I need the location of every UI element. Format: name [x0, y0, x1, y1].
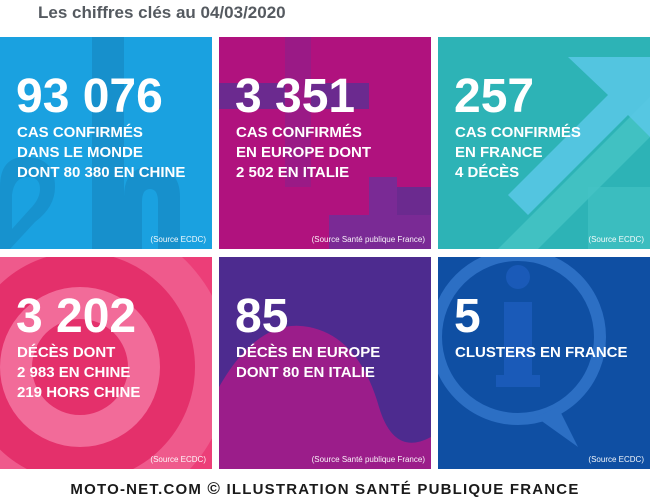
- tile-number: 3 202: [16, 290, 137, 343]
- tile-source: (Source ECDC): [588, 235, 644, 244]
- tile-source: (Source Santé publique France): [311, 235, 425, 244]
- tile-description: CAS CONFIRMÉS EN EUROPE DONT 2 502 EN IT…: [236, 124, 372, 181]
- tile-description: CAS CONFIRMÉS EN FRANCE 4 DÉCÈS: [455, 124, 581, 181]
- tile-source: (Source ECDC): [150, 455, 206, 464]
- arrow-up-right-icon: [498, 57, 650, 249]
- page-title: Les chiffres clés au 04/03/2020: [38, 3, 286, 22]
- tile-europe-deaths: 85 DÉCÈS EN EUROPE DONT 80 EN ITALIE (So…: [219, 257, 431, 469]
- footer-credit: MOTO-NET.COM © ILLUSTRATION SANTÉ PUBLIQ…: [0, 478, 650, 500]
- info-bubble-icon: [438, 257, 606, 447]
- tile-number: 5: [454, 290, 481, 343]
- tile-description: CLUSTERS EN FRANCE: [455, 344, 628, 361]
- tile-number: 257: [454, 70, 535, 123]
- tile-number: 3 351: [235, 70, 356, 123]
- copyright-icon: ©: [207, 479, 222, 498]
- tile-number: 85: [235, 290, 289, 343]
- tile-europe-cases: 3 351 CAS CONFIRMÉS EN EUROPE DONT 2 502…: [219, 37, 431, 249]
- tile-number: 93 076: [16, 70, 163, 123]
- tile-france-cases: 257 CAS CONFIRMÉS EN FRANCE 4 DÉCÈS (Sou…: [438, 37, 650, 249]
- tile-description: CAS CONFIRMÉS DANS LE MONDE DONT 80 380 …: [17, 124, 186, 181]
- tile-description: DÉCÈS DONT 2 983 EN CHINE 219 HORS CHINE: [17, 344, 141, 401]
- footer-site: MOTO-NET.COM: [70, 481, 203, 498]
- tile-world-cases: 93 076 CAS CONFIRMÉS DANS LE MONDE DONT …: [0, 37, 212, 249]
- footer-illustration-credit: ILLUSTRATION SANTÉ PUBLIQUE FRANCE: [226, 481, 580, 498]
- number-shape-icon: [0, 37, 180, 249]
- tile-clusters: 5 CLUSTERS EN FRANCE (Source ECDC): [438, 257, 650, 469]
- tile-description: DÉCÈS EN EUROPE DONT 80 EN ITALIE: [236, 344, 381, 381]
- target-circle-icon: [0, 257, 212, 469]
- wave-shape-icon: [219, 325, 431, 469]
- plus-shape-icon: [219, 37, 431, 249]
- tile-source: (Source Santé publique France): [311, 455, 425, 464]
- tile-source: (Source ECDC): [588, 455, 644, 464]
- tile-deaths: 3 202 DÉCÈS DONT 2 983 EN CHINE 219 HORS…: [0, 257, 212, 469]
- tile-source: (Source ECDC): [150, 235, 206, 244]
